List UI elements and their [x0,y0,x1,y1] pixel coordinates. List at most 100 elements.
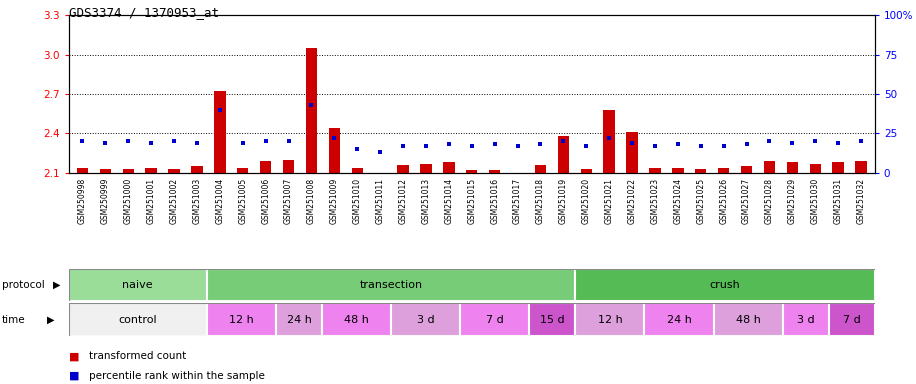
Bar [100,169,111,173]
Bar [207,269,575,301]
Text: control: control [118,314,158,325]
Bar [649,167,660,173]
Text: 48 h: 48 h [736,314,760,325]
Text: GSM251020: GSM251020 [582,177,591,223]
Bar [123,169,134,173]
Text: GSM251002: GSM251002 [169,177,179,223]
Text: GSM251003: GSM251003 [192,177,202,224]
Bar [420,164,431,173]
Bar [352,167,363,173]
Text: transformed count: transformed count [89,351,186,361]
Bar [558,136,569,173]
Bar [529,303,575,336]
Bar [214,91,225,173]
Text: GSM251013: GSM251013 [421,177,431,223]
Text: GSM251001: GSM251001 [147,177,156,223]
Bar [466,170,477,173]
Text: GSM251026: GSM251026 [719,177,728,223]
Bar [191,166,202,173]
Text: naive: naive [123,280,153,290]
Bar [856,161,867,173]
Bar [375,173,386,183]
Bar [443,162,454,173]
Bar [714,303,782,336]
Bar [391,303,460,336]
Text: GSM251023: GSM251023 [650,177,660,223]
Bar [398,165,409,173]
Bar [782,303,829,336]
Text: 3 d: 3 d [797,314,814,325]
Bar [69,269,207,301]
Text: time: time [2,314,26,325]
Text: crush: crush [710,280,740,290]
Bar [489,170,500,173]
Text: 3 d: 3 d [417,314,434,325]
Text: 12 h: 12 h [229,314,254,325]
Bar [146,167,157,173]
Bar [810,164,821,173]
Bar [69,303,207,336]
Text: GSM251010: GSM251010 [353,177,362,223]
Bar [764,161,775,173]
Text: GSM251024: GSM251024 [673,177,682,223]
Bar [260,161,271,173]
Bar [237,167,248,173]
Text: GSM251006: GSM251006 [261,177,270,224]
Bar [77,167,88,173]
Text: GSM251011: GSM251011 [376,177,385,223]
Text: GSM251030: GSM251030 [811,177,820,224]
Text: GSM251031: GSM251031 [834,177,843,223]
Text: percentile rank within the sample: percentile rank within the sample [89,371,265,381]
Bar [672,167,683,173]
Bar [787,162,798,173]
Text: 7 d: 7 d [843,314,861,325]
Text: GSM251021: GSM251021 [605,177,614,223]
Text: GSM251000: GSM251000 [124,177,133,224]
Text: GSM251028: GSM251028 [765,177,774,223]
Text: ▶: ▶ [47,314,54,325]
Text: GDS3374 / 1370953_at: GDS3374 / 1370953_at [69,6,219,19]
Text: GSM251014: GSM251014 [444,177,453,223]
Text: GSM251025: GSM251025 [696,177,705,223]
Text: 24 h: 24 h [287,314,311,325]
Bar [581,169,592,173]
Text: GSM250998: GSM250998 [78,177,87,224]
Bar [460,303,529,336]
Text: GSM251019: GSM251019 [559,177,568,223]
Text: GSM251032: GSM251032 [856,177,866,223]
Bar [535,165,546,173]
Text: GSM251018: GSM251018 [536,177,545,223]
Text: GSM251027: GSM251027 [742,177,751,223]
Text: GSM251022: GSM251022 [627,177,637,223]
Text: 48 h: 48 h [344,314,369,325]
Text: 15 d: 15 d [540,314,564,325]
Text: GSM251012: GSM251012 [398,177,408,223]
Text: GSM251005: GSM251005 [238,177,247,224]
Text: GSM251007: GSM251007 [284,177,293,224]
Text: GSM251004: GSM251004 [215,177,224,224]
Bar [575,269,875,301]
Bar [833,162,844,173]
Bar [829,303,875,336]
Text: GSM251009: GSM251009 [330,177,339,224]
Text: GSM251016: GSM251016 [490,177,499,223]
Bar [306,48,317,173]
Text: 24 h: 24 h [667,314,692,325]
Bar [604,110,615,173]
Text: protocol: protocol [2,280,45,290]
Bar [283,160,294,173]
Bar [276,303,322,336]
Bar [718,167,729,173]
Text: GSM251029: GSM251029 [788,177,797,223]
Bar [645,303,714,336]
Bar [695,169,706,173]
Text: GSM251015: GSM251015 [467,177,476,223]
Text: ■: ■ [69,371,79,381]
Bar [575,303,645,336]
Text: GSM250999: GSM250999 [101,177,110,224]
Text: GSM251008: GSM251008 [307,177,316,223]
Bar [207,303,276,336]
Text: 12 h: 12 h [597,314,622,325]
Bar [329,128,340,173]
Text: ■: ■ [69,351,79,361]
